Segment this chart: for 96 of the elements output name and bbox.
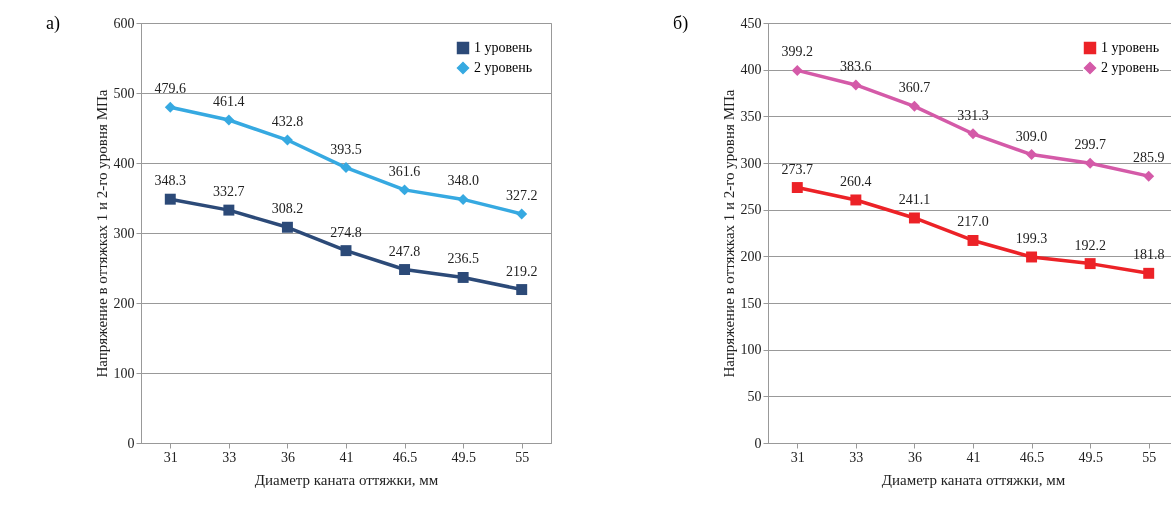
point [164, 101, 176, 113]
y-tick-label: 250 [740, 202, 762, 218]
x-tick-label: 36 [280, 449, 295, 465]
point [908, 100, 920, 112]
point [516, 208, 528, 220]
point [791, 182, 803, 194]
x-axis-title: Диаметр каната оттяжки, мм [881, 471, 1066, 488]
y-tick-label: 0 [127, 435, 135, 451]
data-label: 393.5 [330, 141, 362, 157]
point [457, 271, 469, 283]
y-tick-label: 500 [113, 85, 135, 101]
data-label: 274.8 [330, 224, 362, 240]
data-label: 308.2 [271, 201, 304, 217]
x-tick-label: 31 [163, 449, 178, 465]
point [340, 162, 352, 174]
data-label: 332.7 [213, 184, 245, 200]
point [1026, 149, 1038, 161]
point [850, 79, 862, 91]
point [850, 194, 862, 206]
y-tick-label: 350 [740, 108, 762, 124]
y-tick-label: 450 [740, 15, 762, 31]
data-label: 327.2 [505, 187, 538, 203]
legend-label: 1 уровень [474, 40, 533, 55]
data-label: 360.7 [898, 80, 931, 96]
y-tick-label: 50 [747, 388, 762, 404]
x-tick-label: 46.5 [392, 449, 418, 465]
x-axis-title: Диаметр каната оттяжки, мм [254, 471, 439, 488]
point [223, 114, 235, 126]
point [164, 193, 176, 205]
x-tick-label: 41 [966, 449, 981, 465]
data-label: 399.2 [781, 44, 814, 60]
y-tick-label: 400 [740, 62, 762, 78]
data-label: 217.0 [957, 214, 989, 230]
text: б) [673, 13, 689, 34]
point [1084, 157, 1096, 169]
legend-label: 2 уровень [474, 60, 533, 75]
data-label: 219.2 [505, 263, 538, 279]
x-tick-label: 49.5 [1078, 449, 1103, 465]
data-label: 199.3 [1015, 230, 1048, 246]
text: а) [46, 13, 60, 34]
y-axis-title: Напряжение в оттяжках 1 и 2-го уровня МПа [720, 89, 737, 378]
data-label: 285.9 [1132, 150, 1165, 166]
y-tick-label: 200 [740, 248, 762, 264]
point [967, 234, 979, 246]
data-label: 479.6 [154, 81, 187, 97]
data-label: 299.7 [1074, 137, 1106, 153]
point [908, 212, 920, 224]
point [457, 193, 469, 205]
point [1026, 251, 1038, 263]
point [1084, 258, 1096, 270]
data-label: 236.5 [447, 251, 479, 267]
x-tick-label: 36 [907, 449, 922, 465]
point [1143, 267, 1155, 279]
y-tick-label: 300 [113, 225, 135, 241]
y-tick-label: 100 [113, 365, 135, 381]
data-label: 461.4 [213, 94, 245, 110]
point [223, 204, 235, 216]
y-tick-label: 100 [740, 342, 762, 358]
point [967, 128, 979, 140]
legend-label: 1 уровень [1101, 40, 1160, 55]
point [516, 284, 528, 296]
point [399, 264, 411, 276]
x-tick-label: 33 [222, 449, 237, 465]
y-tick-label: 200 [113, 295, 135, 311]
data-label: 241.1 [898, 191, 931, 207]
point [281, 134, 293, 146]
data-label: 383.6 [840, 58, 872, 74]
y-tick-label: 150 [740, 295, 762, 311]
legend-label: 2 уровень [1101, 60, 1160, 75]
y-tick-label: 0 [754, 435, 762, 451]
data-label: 432.8 [271, 114, 304, 130]
x-tick-label: 49.5 [451, 449, 476, 465]
point [1143, 170, 1155, 182]
point [281, 221, 293, 233]
data-label: 331.3 [957, 107, 989, 123]
y-tick-label: 400 [113, 155, 135, 171]
x-tick-label: 31 [790, 449, 805, 465]
data-label: 273.7 [781, 161, 814, 177]
data-label: 361.6 [388, 163, 421, 179]
data-label: 260.4 [840, 173, 872, 189]
x-tick-label: 46.5 [1019, 449, 1045, 465]
data-label: 181.8 [1132, 247, 1165, 263]
point [791, 64, 803, 76]
point [340, 245, 352, 257]
data-label: 348.0 [447, 173, 479, 189]
data-label: 247.8 [388, 243, 421, 259]
x-tick-label: 55 [1142, 449, 1157, 465]
x-tick-label: 41 [339, 449, 354, 465]
x-tick-label: 33 [849, 449, 864, 465]
x-tick-label: 55 [515, 449, 530, 465]
y-axis-title: Напряжение в оттяжках 1 и 2-го уровня МПа [93, 89, 110, 378]
y-tick-label: 600 [113, 15, 135, 31]
y-tick-label: 300 [740, 155, 762, 171]
data-label: 309.0 [1015, 128, 1048, 144]
data-label: 192.2 [1074, 237, 1106, 253]
data-label: 348.3 [154, 173, 187, 189]
